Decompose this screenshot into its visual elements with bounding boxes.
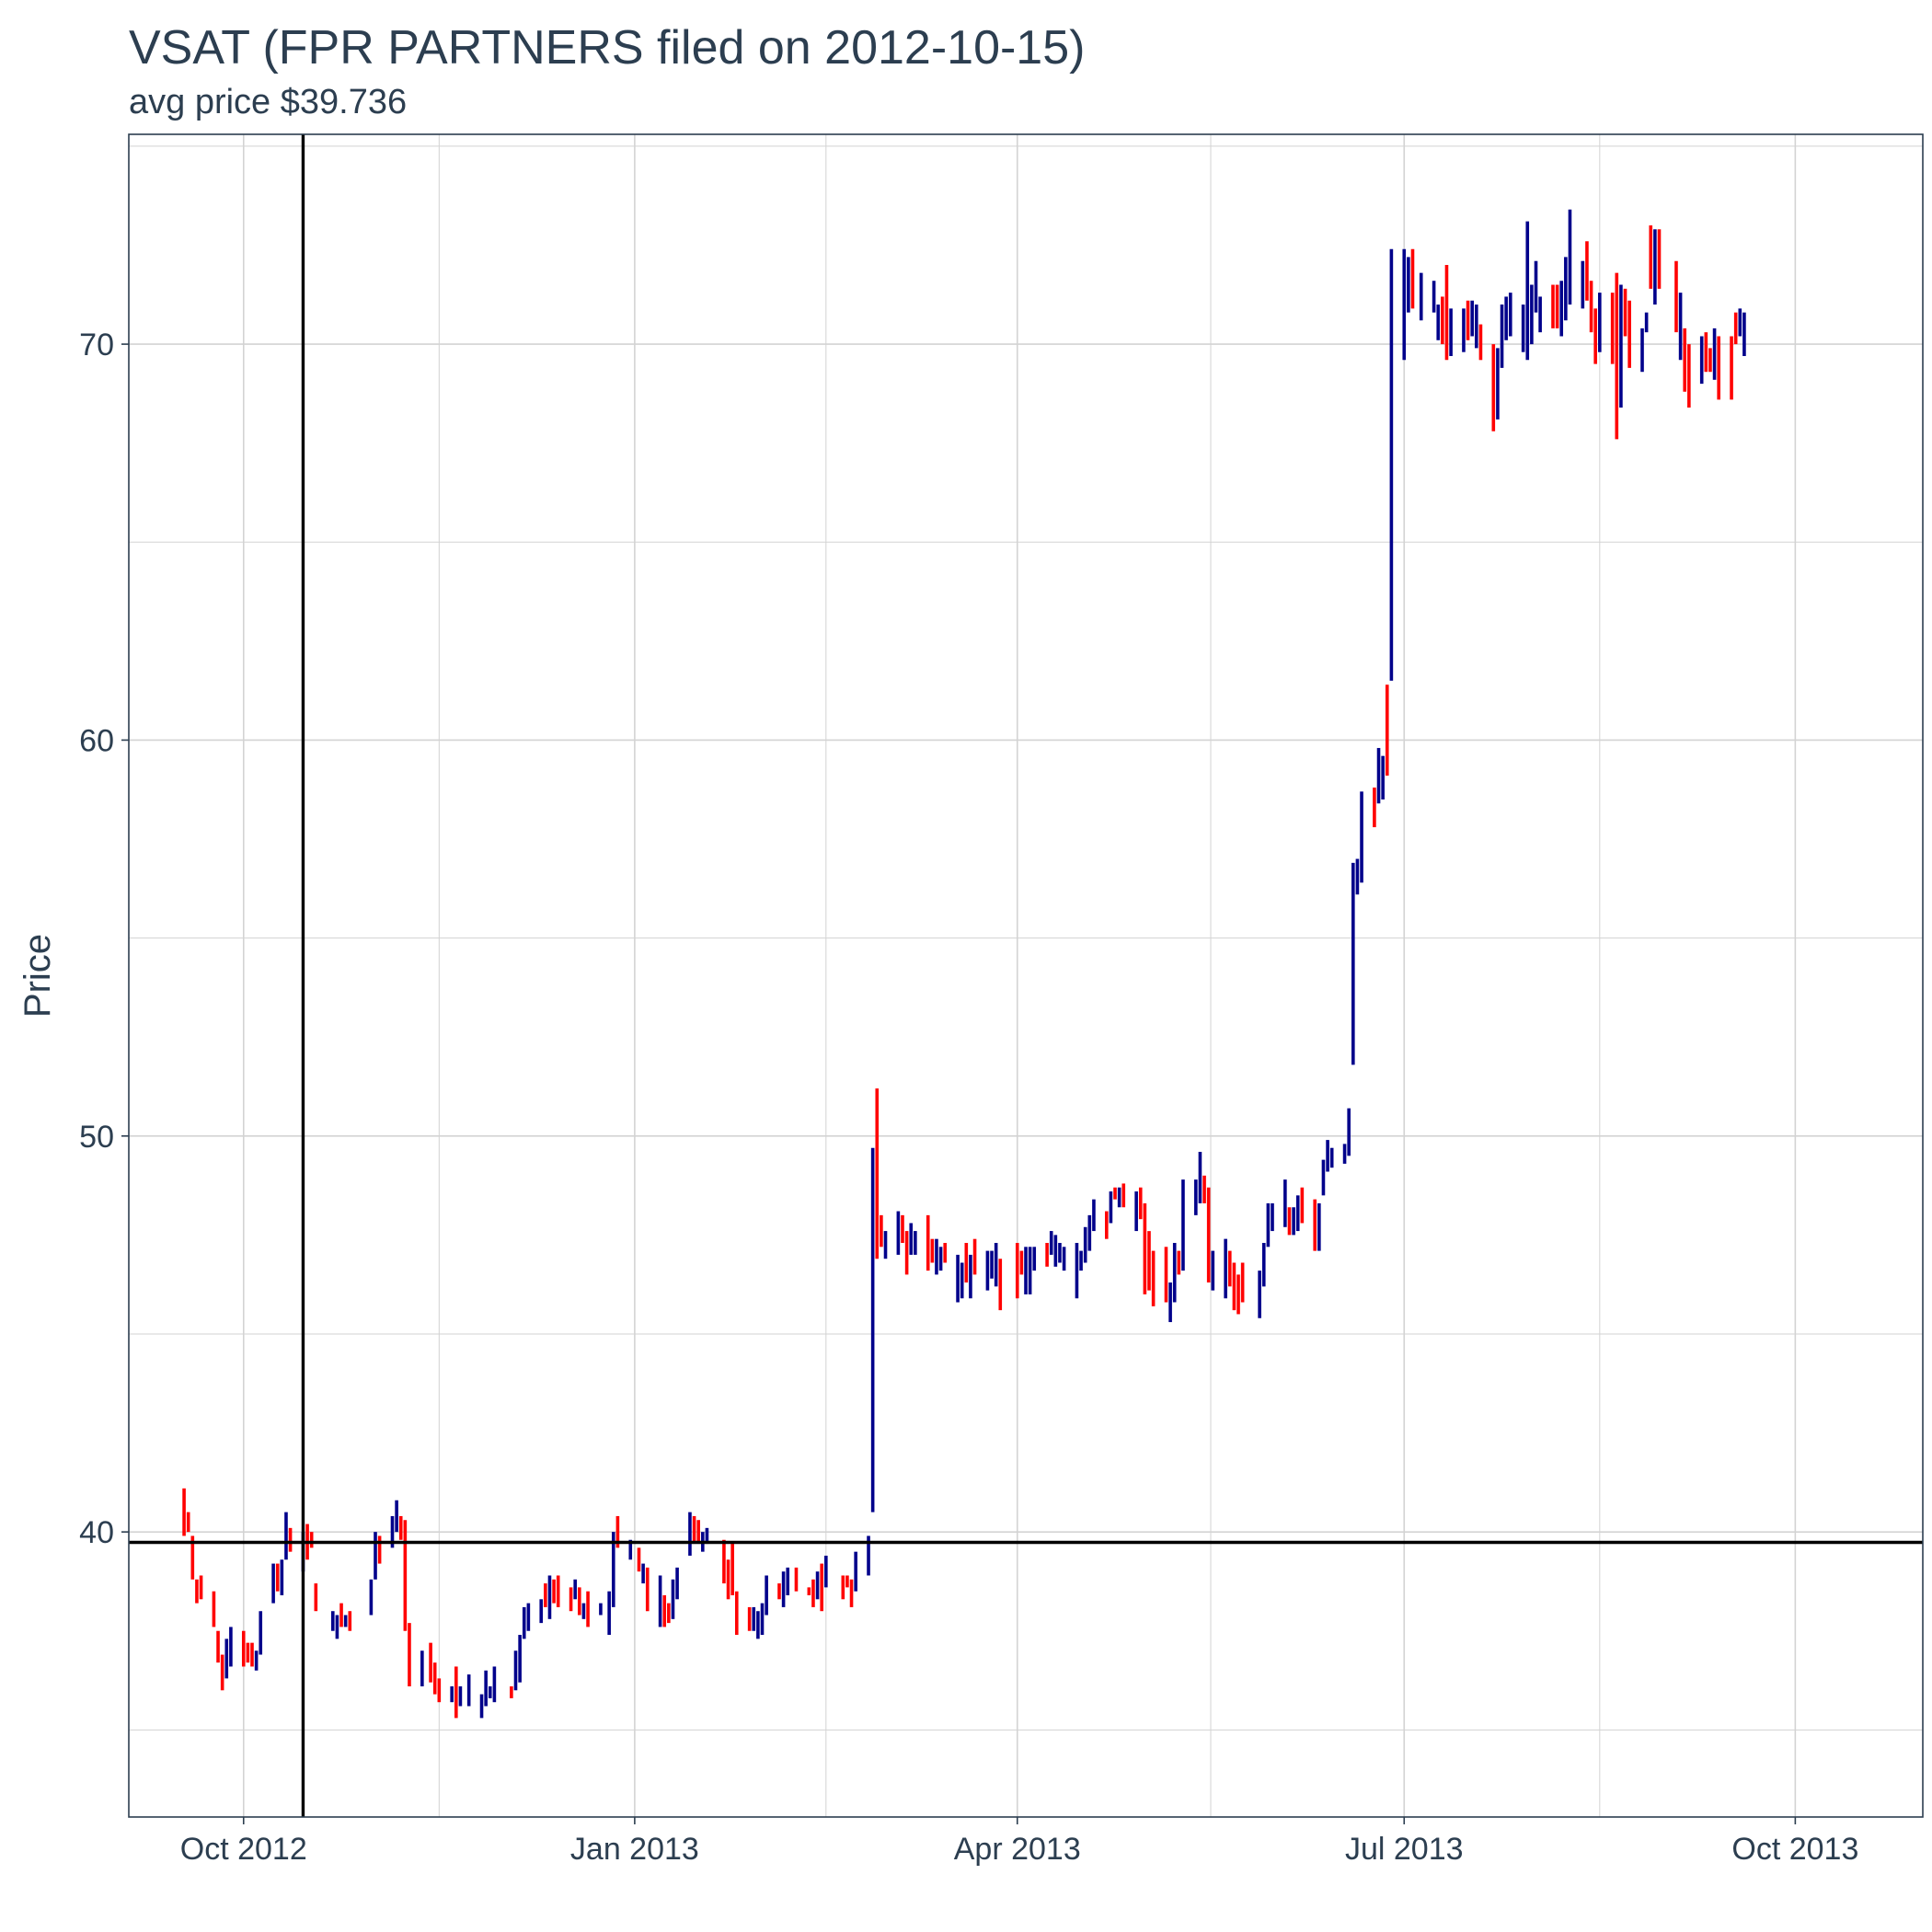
panel-border	[128, 133, 1924, 1818]
x-tick-label: Jul 2013	[1345, 1832, 1464, 1867]
x-tick-label: Apr 2013	[954, 1832, 1081, 1867]
chart-title: VSAT (FPR PARTNERS filed on 2012-10-15)	[129, 21, 1086, 75]
reference-lines	[129, 134, 1923, 1817]
x-tick-label: Oct 2012	[180, 1832, 307, 1867]
x-tick-label: Jan 2013	[570, 1832, 699, 1867]
y-tick-label: 70	[79, 328, 114, 362]
x-tick-label: Oct 2013	[1731, 1832, 1858, 1867]
y-axis-label: Price	[17, 934, 58, 1018]
price-bars	[182, 209, 1746, 1719]
y-tick-label: 60	[79, 723, 114, 758]
grid-major	[129, 134, 1923, 1817]
x-axis: Oct 2012 Jan 2013 Apr 2013 Jul 2013 Oct 2013	[180, 1817, 1858, 1867]
y-tick-label: 40	[79, 1515, 114, 1550]
chart-subtitle: avg price $39.736	[129, 83, 408, 121]
y-axis: 40 50 60 70	[79, 328, 129, 1550]
y-tick-label: 50	[79, 1120, 114, 1155]
grid-minor	[129, 134, 1923, 1817]
